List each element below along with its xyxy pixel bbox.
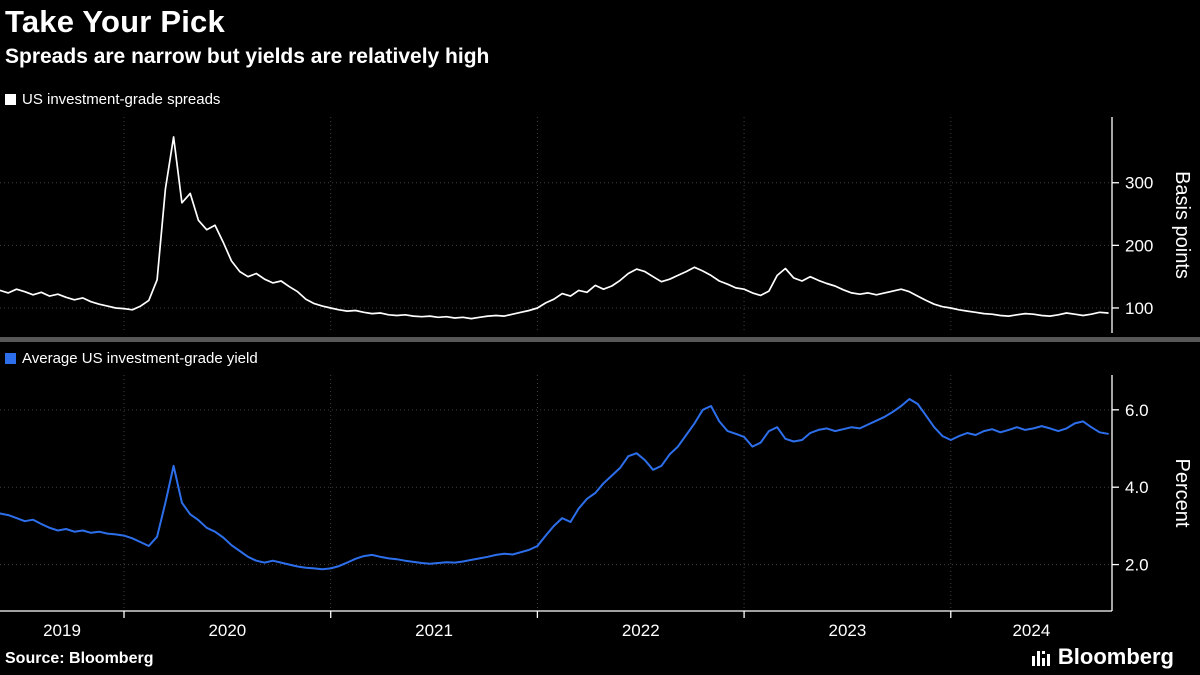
page-subtitle: Spreads are narrow but yields are relati… [5, 45, 490, 68]
svg-text:2020: 2020 [208, 621, 246, 640]
svg-text:300: 300 [1125, 174, 1153, 193]
bloomberg-logo-text: Bloomberg [1057, 644, 1174, 669]
page-title: Take Your Pick [5, 4, 225, 39]
svg-text:2021: 2021 [415, 621, 453, 640]
svg-text:2024: 2024 [1012, 621, 1050, 640]
legend-yield: Average US investment-grade yield [5, 350, 258, 367]
yield-chart: 2.0 4.0 6.0 Percent 2019 2020 2021 2022 2023 2024 [0, 375, 1193, 640]
spreads-legend-label: US investment-grade spreads [22, 91, 221, 108]
svg-text:2022: 2022 [622, 621, 660, 640]
svg-text:2019: 2019 [43, 621, 81, 640]
svg-text:100: 100 [1125, 299, 1153, 318]
source-note: Source: Bloomberg [5, 650, 154, 667]
panel-divider [0, 337, 1200, 342]
bloomberg-logo-icon [1031, 651, 1050, 666]
svg-text:Percent: Percent [1171, 459, 1193, 528]
svg-text:200: 200 [1125, 236, 1153, 255]
bloomberg-logo: Bloomberg [1031, 644, 1174, 670]
legend-spreads: US investment-grade spreads [5, 91, 220, 108]
svg-text:6.0: 6.0 [1125, 401, 1149, 420]
yield-legend-swatch-icon [5, 353, 16, 364]
svg-text:4.0: 4.0 [1125, 478, 1149, 497]
yield-legend-label: Average US investment-grade yield [22, 350, 258, 367]
svg-text:2.0: 2.0 [1125, 556, 1149, 575]
svg-text:Basis points: Basis points [1171, 171, 1193, 279]
svg-text:2023: 2023 [829, 621, 867, 640]
spreads-legend-swatch-icon [5, 94, 16, 105]
spreads-chart: 100 200 300 Basis points [0, 117, 1193, 333]
